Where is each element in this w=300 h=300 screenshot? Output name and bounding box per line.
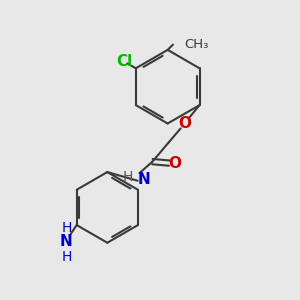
Text: Cl: Cl [116, 54, 132, 69]
Text: N: N [60, 234, 73, 249]
Text: H: H [122, 169, 133, 184]
Text: H: H [62, 221, 72, 235]
Text: CH₃: CH₃ [185, 38, 209, 51]
Text: H: H [61, 250, 72, 263]
Text: O: O [178, 116, 191, 131]
Text: N: N [138, 172, 151, 187]
Text: O: O [168, 156, 181, 171]
